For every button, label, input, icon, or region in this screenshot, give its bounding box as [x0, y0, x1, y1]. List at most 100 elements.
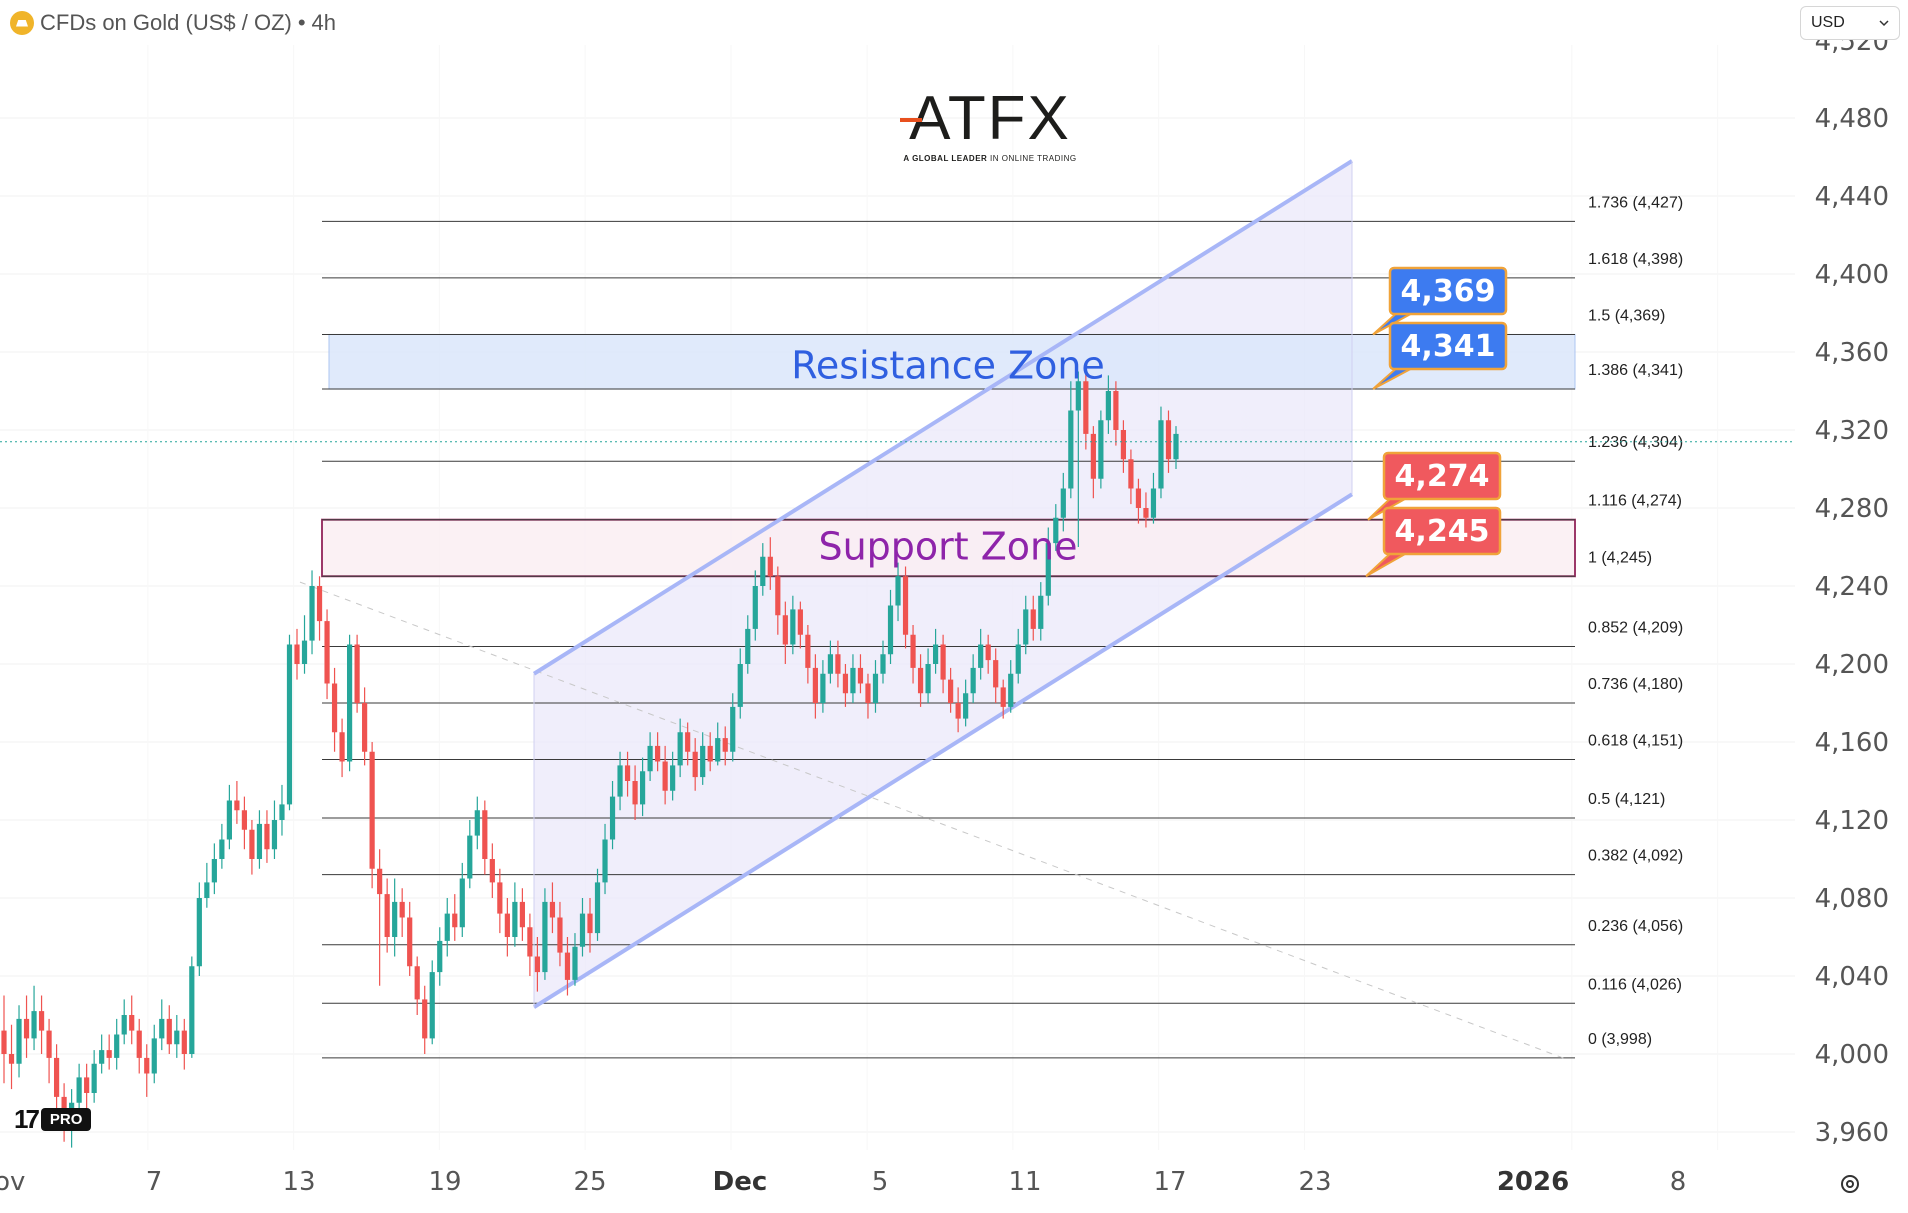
x-tick-label: Dec — [713, 1167, 768, 1197]
fib-level-label: 1.5 (4,369) — [1588, 307, 1665, 324]
candle-body — [489, 859, 495, 883]
currency-value: USD — [1811, 14, 1845, 31]
candle-body — [820, 673, 826, 703]
callout-label: 4,274 — [1395, 459, 1490, 494]
header-separator: • — [297, 10, 306, 35]
candle-body — [775, 576, 781, 616]
callout-label: 4,341 — [1401, 329, 1496, 364]
candle-body — [1083, 381, 1089, 434]
y-tick-label: 4,000 — [1815, 1040, 1889, 1070]
candle-body — [53, 1057, 60, 1097]
tradingview-badge[interactable]: 17 PRO — [14, 1103, 92, 1135]
candle-body — [797, 609, 803, 635]
candle-body — [1030, 609, 1036, 629]
candle-body — [564, 952, 571, 980]
candle-body — [579, 913, 586, 947]
x-tick-label: 25 — [573, 1167, 606, 1197]
callout-box — [1388, 266, 1508, 316]
fib-level-label: 1.736 (4,427) — [1588, 194, 1683, 211]
candle-body — [84, 1077, 90, 1093]
callout-box — [1382, 451, 1502, 501]
candle-body — [279, 804, 285, 820]
candle-body — [1060, 488, 1066, 518]
fib-level-label: 0.382 (4,092) — [1588, 848, 1683, 865]
candle-body — [196, 898, 202, 967]
candle-body — [1038, 595, 1044, 629]
candle-body — [339, 732, 345, 762]
candle-body — [414, 966, 420, 1000]
candle-body — [23, 1018, 30, 1039]
fib-level-label: 1.236 (4,304) — [1588, 434, 1683, 451]
x-tick-label: 7 — [146, 1167, 163, 1197]
candle-body — [609, 796, 616, 840]
candle-body — [437, 940, 443, 973]
candle-body — [940, 644, 946, 680]
candle-body — [790, 609, 796, 645]
candle-body — [647, 745, 653, 772]
fib-level-label: 0.5 (4,121) — [1588, 791, 1665, 808]
candle-body — [730, 706, 736, 752]
x-tick-label: Nov — [0, 1167, 25, 1197]
candle-body — [827, 654, 834, 674]
candle-body — [1015, 644, 1021, 674]
candle-body — [204, 882, 210, 898]
candle-body — [211, 859, 217, 883]
currency-selector[interactable]: USD — [1800, 6, 1900, 40]
candle-body — [895, 576, 901, 606]
candle-body — [572, 946, 578, 980]
candle-body — [872, 673, 879, 703]
candle-body — [752, 586, 758, 629]
candle-body — [174, 1030, 180, 1045]
candle-body — [857, 667, 864, 684]
candle-body — [271, 820, 278, 850]
settings-gear-icon[interactable] — [1838, 1172, 1862, 1196]
x-tick-label: 23 — [1298, 1167, 1331, 1197]
candle-body — [1098, 420, 1104, 479]
candle-body — [1105, 391, 1111, 421]
candle-body — [737, 664, 743, 707]
candle-body — [8, 1054, 15, 1064]
candle-body — [865, 683, 871, 703]
candle-body — [1008, 673, 1014, 707]
candle-body — [1090, 433, 1096, 479]
candle-body — [241, 810, 248, 830]
candle-body — [1068, 410, 1074, 489]
candle-body — [294, 644, 300, 664]
candle-body — [557, 917, 563, 953]
logo-wordmark: ATFX — [890, 88, 1090, 150]
y-tick-label: 4,400 — [1815, 260, 1889, 290]
candle-body — [91, 1063, 97, 1093]
channel-upper-line — [532, 159, 1354, 676]
candle-body — [106, 1050, 112, 1058]
candle-body — [527, 927, 533, 957]
candle-body — [234, 800, 240, 811]
candle-body — [910, 634, 916, 668]
candle-body — [256, 823, 263, 859]
candle-body — [1045, 543, 1051, 596]
candle-body — [121, 1015, 127, 1035]
symbol-header[interactable]: CFDs on Gold (US$ / OZ) • 4h — [10, 8, 336, 38]
chevron-down-icon — [1879, 20, 1889, 27]
candle-body — [482, 810, 488, 859]
support-zone-label: Support Zone — [818, 525, 1077, 569]
channel-fill — [534, 160, 1352, 1008]
candle-body — [805, 634, 811, 668]
candle-body — [452, 913, 458, 928]
logo-tagline: A GLOBAL LEADER IN ONLINE TRADING — [903, 154, 1077, 163]
candle-body — [331, 683, 338, 733]
fib-level-label: 1.386 (4,341) — [1588, 362, 1683, 379]
callout-box — [1382, 506, 1502, 556]
x-tick-label: 2026 — [1497, 1167, 1569, 1197]
candle-body — [812, 667, 818, 703]
fib-level-label: 0.736 (4,180) — [1588, 676, 1683, 693]
candle-body — [1, 1030, 7, 1054]
candle-body — [534, 956, 541, 973]
price-scale-bg — [1795, 0, 1908, 1150]
candle-body — [745, 628, 751, 664]
candle-body — [16, 1018, 22, 1064]
candle-body — [497, 882, 503, 914]
candle-body — [955, 703, 961, 719]
fib-level-label: 1.618 (4,398) — [1588, 251, 1683, 268]
